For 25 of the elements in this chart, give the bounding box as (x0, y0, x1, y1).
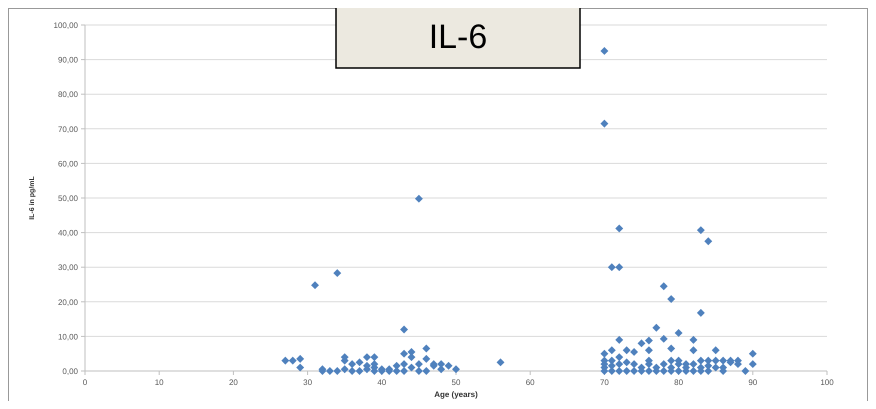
x-tick-label: 80 (674, 378, 684, 387)
y-tick-label: 50,00 (58, 194, 79, 203)
y-tick-label: 70,00 (58, 124, 79, 134)
x-tick-label: 0 (82, 378, 88, 387)
y-tick-label: 30,00 (58, 263, 79, 272)
x-tick-label: 60 (526, 378, 536, 387)
y-tick-label: 60,00 (58, 159, 79, 168)
x-tick-label: 50 (452, 378, 461, 387)
x-tick-label: 20 (228, 378, 238, 387)
x-tick-label: 70 (600, 378, 610, 387)
y-tick-label: 40,00 (58, 228, 79, 238)
y-tick-label: 0,00 (62, 367, 79, 376)
x-tick-label: 90 (748, 378, 758, 387)
x-axis-title: Age (years) (434, 390, 478, 399)
x-tick-label: 100 (820, 378, 834, 387)
y-tick-label: 80,00 (58, 90, 79, 100)
x-tick-label: 40 (377, 378, 387, 387)
y-tick-label: 100,00 (54, 21, 79, 30)
y-tick-label: 10,00 (58, 332, 79, 342)
y-tick-label: 20,00 (58, 298, 79, 307)
y-tick-label: 90,00 (58, 56, 79, 65)
x-tick-label: 30 (303, 378, 313, 387)
chart-title: IL-6 (428, 18, 488, 56)
x-tick-label: 10 (154, 378, 164, 387)
title-box: IL-6 (335, 8, 581, 69)
